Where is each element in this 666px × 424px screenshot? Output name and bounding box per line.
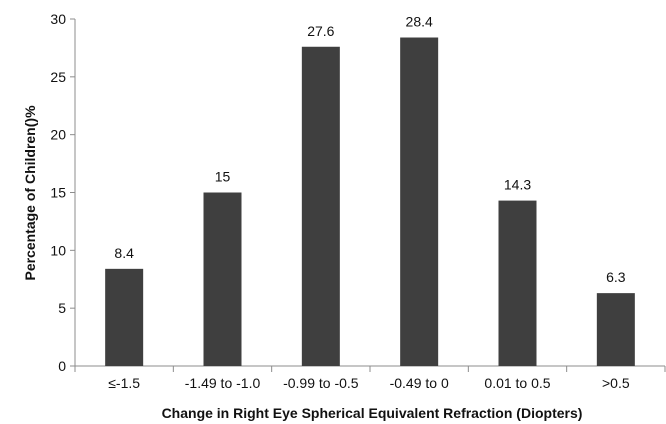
y-tick-label: 0 <box>58 358 66 374</box>
bar <box>498 200 537 366</box>
y-tick-label: 15 <box>50 185 66 201</box>
data-label: 15 <box>215 169 231 185</box>
x-tick-label: -0.49 to 0 <box>390 375 449 391</box>
axes-layer: 0 5 10 15 20 25 30 <box>50 11 666 374</box>
data-label: 14.3 <box>504 177 531 193</box>
bars-layer <box>105 37 635 367</box>
bar <box>400 37 439 367</box>
bar <box>596 293 635 366</box>
y-tick-label: 5 <box>58 300 66 316</box>
y-tick-label: 25 <box>50 69 66 85</box>
y-tick-label: 10 <box>50 242 66 258</box>
x-tick-label: 0.01 to 0.5 <box>484 375 550 391</box>
x-tick-label: -1.49 to -1.0 <box>185 375 261 391</box>
x-tick-label: -0.99 to -0.5 <box>283 375 359 391</box>
x-tick-label: ≤-1.5 <box>108 375 140 391</box>
x-tick-label: >0.5 <box>602 375 630 391</box>
bar <box>203 192 242 366</box>
bar <box>105 268 144 366</box>
y-axis-title: Percentage of Children()% <box>22 105 38 281</box>
data-label: 6.3 <box>606 269 626 285</box>
y-tick-label: 30 <box>50 11 66 27</box>
y-tick-label: 20 <box>50 127 66 143</box>
bar <box>301 46 340 366</box>
data-label: 27.6 <box>307 23 334 39</box>
data-label: 28.4 <box>406 14 433 30</box>
x-axis-title: Change in Right Eye Spherical Equivalent… <box>162 405 583 421</box>
data-label: 8.4 <box>114 245 134 261</box>
labels-layer: 8.4 ≤-1.5 15 -1.49 to -1.0 27.6 -0.99 to -0.5… <box>108 14 630 391</box>
